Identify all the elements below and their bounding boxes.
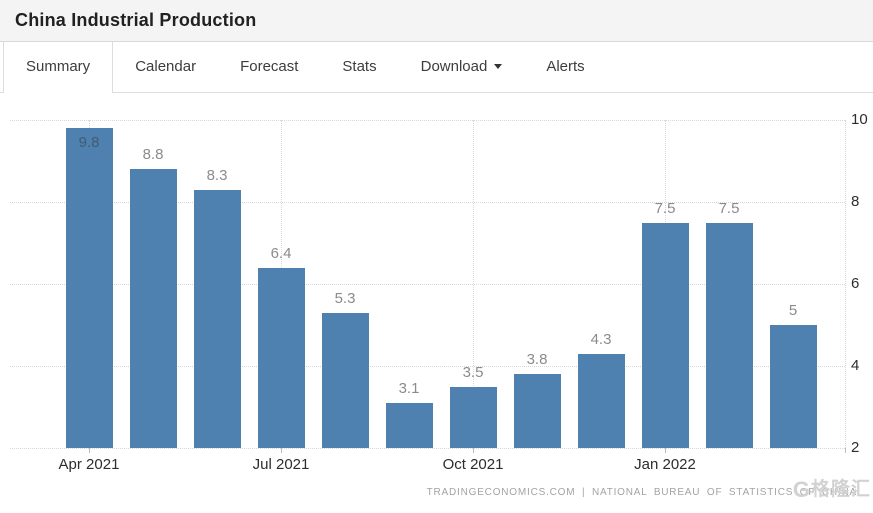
y-axis-label: 2 xyxy=(851,439,860,456)
x-axis-tick xyxy=(89,448,90,453)
tab-label: Calendar xyxy=(135,58,197,75)
bar[interactable] xyxy=(193,189,241,448)
bar[interactable] xyxy=(449,386,497,448)
horizontal-gridline xyxy=(10,120,845,121)
gelonghui-logo-icon: G xyxy=(792,477,810,502)
bar-value-label: 6.4 xyxy=(270,244,292,262)
chart-attribution: TRADINGECONOMICS.COM | NATIONAL BUREAU O… xyxy=(426,487,857,498)
gelonghui-watermark-text: 格隆汇 xyxy=(810,479,871,500)
x-axis-label: Jul 2021 xyxy=(252,456,310,473)
bar[interactable] xyxy=(129,169,177,448)
chart-region: 9.8 8.8 8.3 6.4 5.3 3.1 3.5 3.8 4.3 7.5 7.5 5 TRADI… xyxy=(0,93,873,513)
horizontal-gridline xyxy=(10,448,845,449)
bar-value-label: 8.3 xyxy=(206,166,228,184)
tab-label: Alerts xyxy=(546,58,585,75)
bar-value-label: 7.5 xyxy=(654,199,676,217)
tab-bar: Summary Calendar Forecast Stats Download Aler… xyxy=(0,42,873,93)
bar-value-label: 8.8 xyxy=(142,146,164,164)
x-axis-label: Apr 2021 xyxy=(58,456,120,473)
x-axis-tick xyxy=(665,448,666,453)
tab-label: Forecast xyxy=(240,58,299,75)
tab-calendar[interactable]: Calendar xyxy=(113,42,218,93)
title-bar: China Industrial Production xyxy=(0,0,873,42)
page-title: China Industrial Production xyxy=(15,10,257,30)
y-axis-label: 10 xyxy=(851,111,868,128)
vertical-gridline xyxy=(473,120,474,448)
bar-value-label: 3.1 xyxy=(398,379,420,397)
horizontal-gridline xyxy=(10,366,845,367)
y-axis-label: 8 xyxy=(851,193,860,210)
bar-value-label: 5.3 xyxy=(334,289,356,307)
tab-stats[interactable]: Stats xyxy=(320,42,398,93)
x-axis-tick xyxy=(473,448,474,453)
horizontal-gridline xyxy=(10,284,845,285)
plot-area: 9.8 8.8 8.3 6.4 5.3 3.1 3.5 3.8 4.3 7.5 7.5 5 xyxy=(10,120,846,449)
bar[interactable] xyxy=(385,402,433,448)
vertical-gridline xyxy=(845,120,846,448)
bar-value-label: 9.8 xyxy=(78,134,100,152)
bar[interactable] xyxy=(769,325,817,448)
bar-value-label: 3.8 xyxy=(526,351,548,369)
x-axis-tick xyxy=(281,448,282,453)
bar[interactable] xyxy=(65,128,113,448)
bar[interactable] xyxy=(641,222,689,448)
bar-value-label: 5 xyxy=(788,302,798,319)
x-axis-label: Oct 2021 xyxy=(442,456,504,473)
tab-alerts[interactable]: Alerts xyxy=(524,42,606,93)
chevron-down-icon xyxy=(494,64,503,69)
x-axis-label: Jan 2022 xyxy=(634,456,696,473)
tab-label: Download xyxy=(420,58,488,75)
bar-value-label: 7.5 xyxy=(718,199,740,217)
bar[interactable] xyxy=(577,353,625,448)
y-axis-label: 4 xyxy=(851,357,860,374)
horizontal-gridline xyxy=(10,202,845,203)
gelonghui-watermark: G 格隆汇 xyxy=(793,478,871,502)
bar[interactable] xyxy=(321,312,369,448)
bar-value-label: 3.5 xyxy=(462,363,484,381)
tab-label: Summary xyxy=(26,58,91,75)
tab-label: Stats xyxy=(342,58,377,75)
tab-summary[interactable]: Summary xyxy=(3,42,114,93)
bar-value-label: 4.3 xyxy=(590,330,612,348)
x-axis-tick xyxy=(845,448,846,453)
bar[interactable] xyxy=(257,267,305,448)
tab-forecast[interactable]: Forecast xyxy=(218,42,320,93)
bar[interactable] xyxy=(705,222,753,448)
tab-download[interactable]: Download xyxy=(399,42,525,93)
y-axis-label: 6 xyxy=(851,275,860,292)
bar[interactable] xyxy=(513,374,561,448)
